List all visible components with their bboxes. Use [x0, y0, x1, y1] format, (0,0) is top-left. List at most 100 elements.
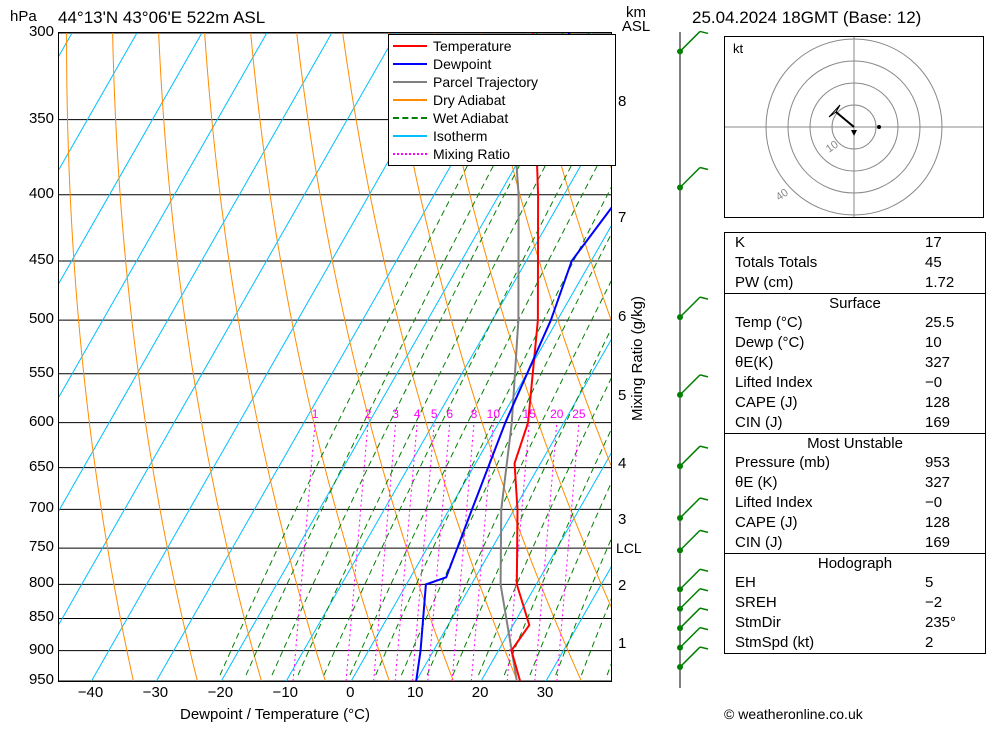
table-row-value: 17 — [925, 233, 975, 253]
pressure-tick-label: 300 — [16, 23, 54, 40]
hodograph: kt1040 — [724, 36, 984, 218]
altitude-tick-label: 6 — [618, 308, 626, 325]
table-row-value: 5 — [925, 573, 975, 593]
altitude-tick-label: 3 — [618, 511, 626, 528]
pressure-tick-label: 400 — [16, 185, 54, 202]
table-row: CAPE (J)128 — [725, 393, 985, 413]
table-row-label: Totals Totals — [735, 253, 925, 273]
table-row-value: −0 — [925, 373, 975, 393]
table-row-value: 1.72 — [925, 273, 975, 293]
mixing-ratio-label: 25 — [572, 407, 585, 421]
legend-item: Wet Adiabat — [393, 109, 611, 127]
table-row-value: 169 — [925, 413, 975, 433]
mixing-ratio-label: 8 — [471, 407, 478, 421]
table-row-label: Temp (°C) — [735, 313, 925, 333]
indices-table: K17Totals Totals45PW (cm)1.72SurfaceTemp… — [724, 232, 986, 654]
table-row-label: PW (cm) — [735, 273, 925, 293]
table-row: K17 — [725, 233, 985, 253]
table-row: Pressure (mb)953 — [725, 453, 985, 473]
svg-text:10: 10 — [824, 139, 841, 156]
table-row: CIN (J)169 — [725, 533, 985, 553]
mixing-ratio-label: 5 — [431, 407, 438, 421]
table-row-label: θE(K) — [735, 353, 925, 373]
altitude-tick-label: 8 — [618, 93, 626, 110]
temperature-tick-label: 0 — [346, 684, 354, 701]
temperature-tick-label: −40 — [78, 684, 103, 701]
table-row: θE(K)327 — [725, 353, 985, 373]
legend-item: Temperature — [393, 37, 611, 55]
pressure-tick-label: 850 — [16, 608, 54, 625]
table-row-label: SREH — [735, 593, 925, 613]
table-row-value: 327 — [925, 353, 975, 373]
table-row-value: 169 — [925, 533, 975, 553]
pressure-tick-label: 900 — [16, 641, 54, 658]
pressure-tick-label: 800 — [16, 574, 54, 591]
mixing-ratio-label: 2 — [365, 407, 372, 421]
legend-item: Dewpoint — [393, 55, 611, 73]
pressure-tick-label: 650 — [16, 458, 54, 475]
table-row: θE (K)327 — [725, 473, 985, 493]
table-section: K17Totals Totals45PW (cm)1.72 — [725, 233, 985, 293]
table-row-value: 128 — [925, 513, 975, 533]
temperature-tick-label: 30 — [537, 684, 554, 701]
mixing-ratio-label: 15 — [523, 407, 536, 421]
table-section-title: Hodograph — [725, 554, 985, 573]
table-row-value: 953 — [925, 453, 975, 473]
table-row-label: CAPE (J) — [735, 513, 925, 533]
table-row: StmSpd (kt)2 — [725, 633, 985, 653]
table-row: CAPE (J)128 — [725, 513, 985, 533]
table-row-label: EH — [735, 573, 925, 593]
table-row-value: 25.5 — [925, 313, 975, 333]
table-row: Lifted Index−0 — [725, 373, 985, 393]
table-section-title: Surface — [725, 294, 985, 313]
table-row: Dewp (°C)10 — [725, 333, 985, 353]
svg-text:kt: kt — [733, 41, 744, 56]
pressure-tick-label: 750 — [16, 538, 54, 555]
temperature-tick-label: 10 — [407, 684, 424, 701]
table-row: Temp (°C)25.5 — [725, 313, 985, 333]
mixing-ratio-label: 3 — [392, 407, 399, 421]
table-row: CIN (J)169 — [725, 413, 985, 433]
table-row-value: 10 — [925, 333, 975, 353]
table-row-label: Lifted Index — [735, 493, 925, 513]
timestamp-label: 25.04.2024 18GMT (Base: 12) — [692, 8, 921, 28]
table-section: HodographEH5SREH−2StmDir235°StmSpd (kt)2 — [725, 553, 985, 653]
table-row: StmDir235° — [725, 613, 985, 633]
table-row-label: Dewp (°C) — [735, 333, 925, 353]
altitude-tick-label: 1 — [618, 635, 626, 652]
x-axis-title: Dewpoint / Temperature (°C) — [180, 706, 370, 723]
pressure-tick-label: 600 — [16, 413, 54, 430]
table-row-label: Pressure (mb) — [735, 453, 925, 473]
pressure-tick-label: 500 — [16, 310, 54, 327]
table-row-label: Lifted Index — [735, 373, 925, 393]
altitude-tick-label: 2 — [618, 577, 626, 594]
table-row: Lifted Index−0 — [725, 493, 985, 513]
table-section-title: Most Unstable — [725, 434, 985, 453]
temperature-tick-label: 20 — [472, 684, 489, 701]
altitude-tick-label: 4 — [618, 455, 626, 472]
table-row: PW (cm)1.72 — [725, 273, 985, 293]
wind-barbs — [660, 24, 720, 704]
table-row-label: CAPE (J) — [735, 393, 925, 413]
mixing-ratio-label: 6 — [446, 407, 453, 421]
pressure-tick-label: 350 — [16, 110, 54, 127]
lcl-label: LCL — [616, 540, 642, 556]
legend-item: Parcel Trajectory — [393, 73, 611, 91]
table-row-label: CIN (J) — [735, 533, 925, 553]
table-row-value: 128 — [925, 393, 975, 413]
mixing-ratio-label: 4 — [414, 407, 421, 421]
mixing-ratio-label: 10 — [487, 407, 500, 421]
legend-item: Dry Adiabat — [393, 91, 611, 109]
legend: TemperatureDewpointParcel TrajectoryDry … — [388, 34, 616, 166]
table-row-value: 2 — [925, 633, 975, 653]
table-row: Totals Totals45 — [725, 253, 985, 273]
chart-title: 44°13'N 43°06'E 522m ASL — [58, 8, 265, 28]
temperature-tick-label: −10 — [273, 684, 298, 701]
pressure-tick-label: 450 — [16, 251, 54, 268]
pressure-tick-label: 700 — [16, 499, 54, 516]
table-row: SREH−2 — [725, 593, 985, 613]
table-row-label: θE (K) — [735, 473, 925, 493]
table-row-value: −2 — [925, 593, 975, 613]
table-row-value: 45 — [925, 253, 975, 273]
legend-item: Isotherm — [393, 127, 611, 145]
